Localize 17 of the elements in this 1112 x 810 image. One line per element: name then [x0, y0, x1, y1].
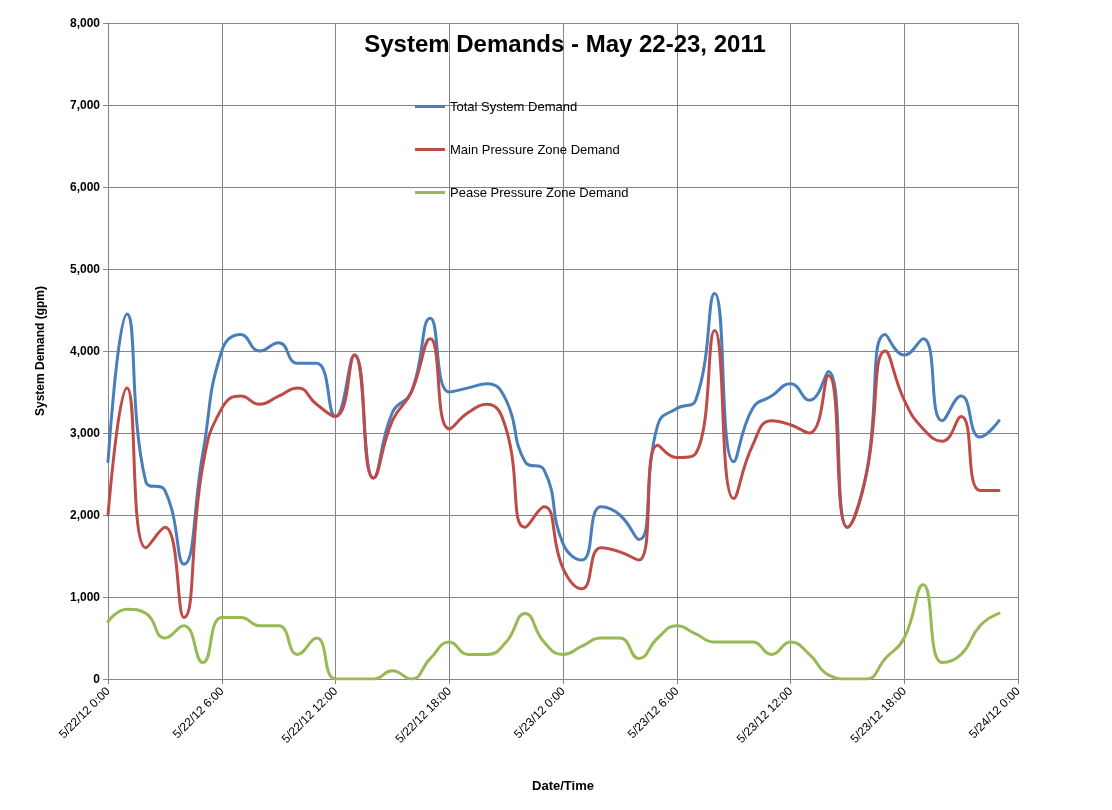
y-tick-label: 3,000	[69, 426, 101, 440]
y-tick-label: 7,000	[69, 98, 101, 112]
legend-label: Main Pressure Zone Demand	[450, 142, 620, 157]
line-series	[106, 329, 1001, 619]
y-tick-label: 4,000	[69, 344, 101, 358]
y-tick-label: 8,000	[69, 16, 101, 30]
x-axis-title: Date/Time	[532, 778, 594, 793]
y-tick-label: 2,000	[69, 508, 101, 522]
y-tick-label: 0	[93, 672, 101, 686]
y-axis-title: System Demand (gpm)	[33, 285, 47, 417]
legend-label: Total System Demand	[450, 99, 578, 114]
y-tick-label: 5,000	[69, 262, 101, 276]
y-tick-label: 6,000	[69, 180, 101, 194]
y-tick-label: 1,000	[69, 590, 101, 604]
line-series	[106, 583, 1001, 681]
legend-label: Pease Pressure Zone Demand	[450, 185, 629, 200]
chart-title: System Demands - May 22-23, 2011	[364, 29, 766, 57]
